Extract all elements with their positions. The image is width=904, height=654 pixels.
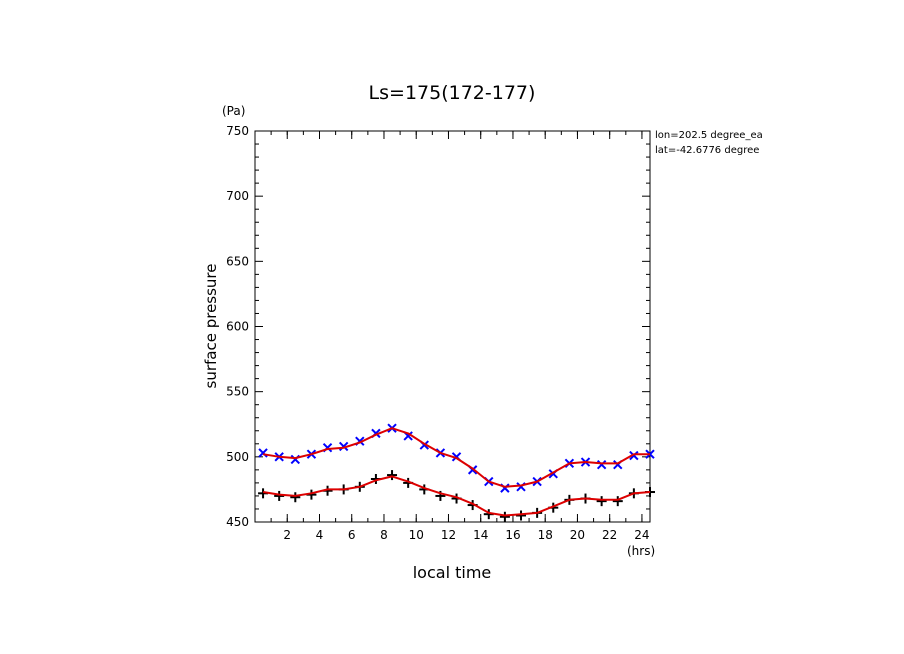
y-tick-label: 750 xyxy=(226,124,249,138)
x-marker xyxy=(338,441,349,452)
x-tick-label: 2 xyxy=(283,528,291,542)
y-tick-label: 700 xyxy=(226,189,249,203)
plus-marker xyxy=(499,511,510,522)
x-tick-label: 4 xyxy=(316,528,324,542)
chart-title: Ls=175(172-177) xyxy=(369,82,536,104)
x-tick-label: 22 xyxy=(602,528,617,542)
marker-stroke xyxy=(258,448,268,458)
y-axis-label: surface pressure xyxy=(202,264,220,389)
marker-stroke xyxy=(451,452,462,462)
marker-stroke xyxy=(338,441,349,452)
marker-stroke xyxy=(403,431,413,441)
plus-marker xyxy=(274,490,285,501)
x-marker xyxy=(629,450,639,461)
fit-curve-line xyxy=(262,427,650,488)
marker-stroke xyxy=(596,459,607,470)
marker-stroke xyxy=(467,465,478,475)
x-tick-label: 10 xyxy=(409,528,424,542)
x-unit-label: (hrs) xyxy=(627,544,655,558)
marker-stroke xyxy=(500,483,510,493)
axis-ticks: 2 4 6 8 10 12 14 16 18 20 22 2445050055060065070075… xyxy=(226,124,650,542)
annotation-lon: lon=202.5 degree_ea xyxy=(655,130,763,141)
fit-curve-line xyxy=(262,475,651,517)
y-tick-label: 650 xyxy=(226,254,249,268)
y-unit-label: (Pa) xyxy=(222,104,245,118)
x-tick-label: 18 xyxy=(538,528,553,542)
data-marks xyxy=(258,423,655,522)
x-tick-label: 16 xyxy=(505,528,520,542)
y-tick-label: 600 xyxy=(226,320,249,334)
x-tick-label: 8 xyxy=(380,528,388,542)
x-tick-label: 6 xyxy=(348,528,356,542)
plus-marker xyxy=(387,470,398,481)
y-tick-label: 450 xyxy=(226,515,249,529)
plus-marker xyxy=(612,496,623,507)
x-axis-label: local time xyxy=(413,563,492,582)
x-tick-label: 12 xyxy=(441,528,456,542)
plus-marker xyxy=(596,496,607,507)
y-tick-label: 550 xyxy=(226,385,249,399)
fit-curves xyxy=(262,427,651,517)
x-marker xyxy=(596,459,607,470)
y-tick-label: 500 xyxy=(226,450,249,464)
x-tick-label: 20 xyxy=(570,528,585,542)
marker-stroke xyxy=(419,440,429,450)
plus-marker xyxy=(290,492,301,503)
plus-marker xyxy=(516,510,527,521)
x-tick-label: 14 xyxy=(473,528,488,542)
annotation-lat: lat=-42.6776 degree xyxy=(655,145,759,156)
marker-stroke xyxy=(629,450,639,461)
x-tick-label: 24 xyxy=(634,528,649,542)
x-marker xyxy=(258,448,268,458)
